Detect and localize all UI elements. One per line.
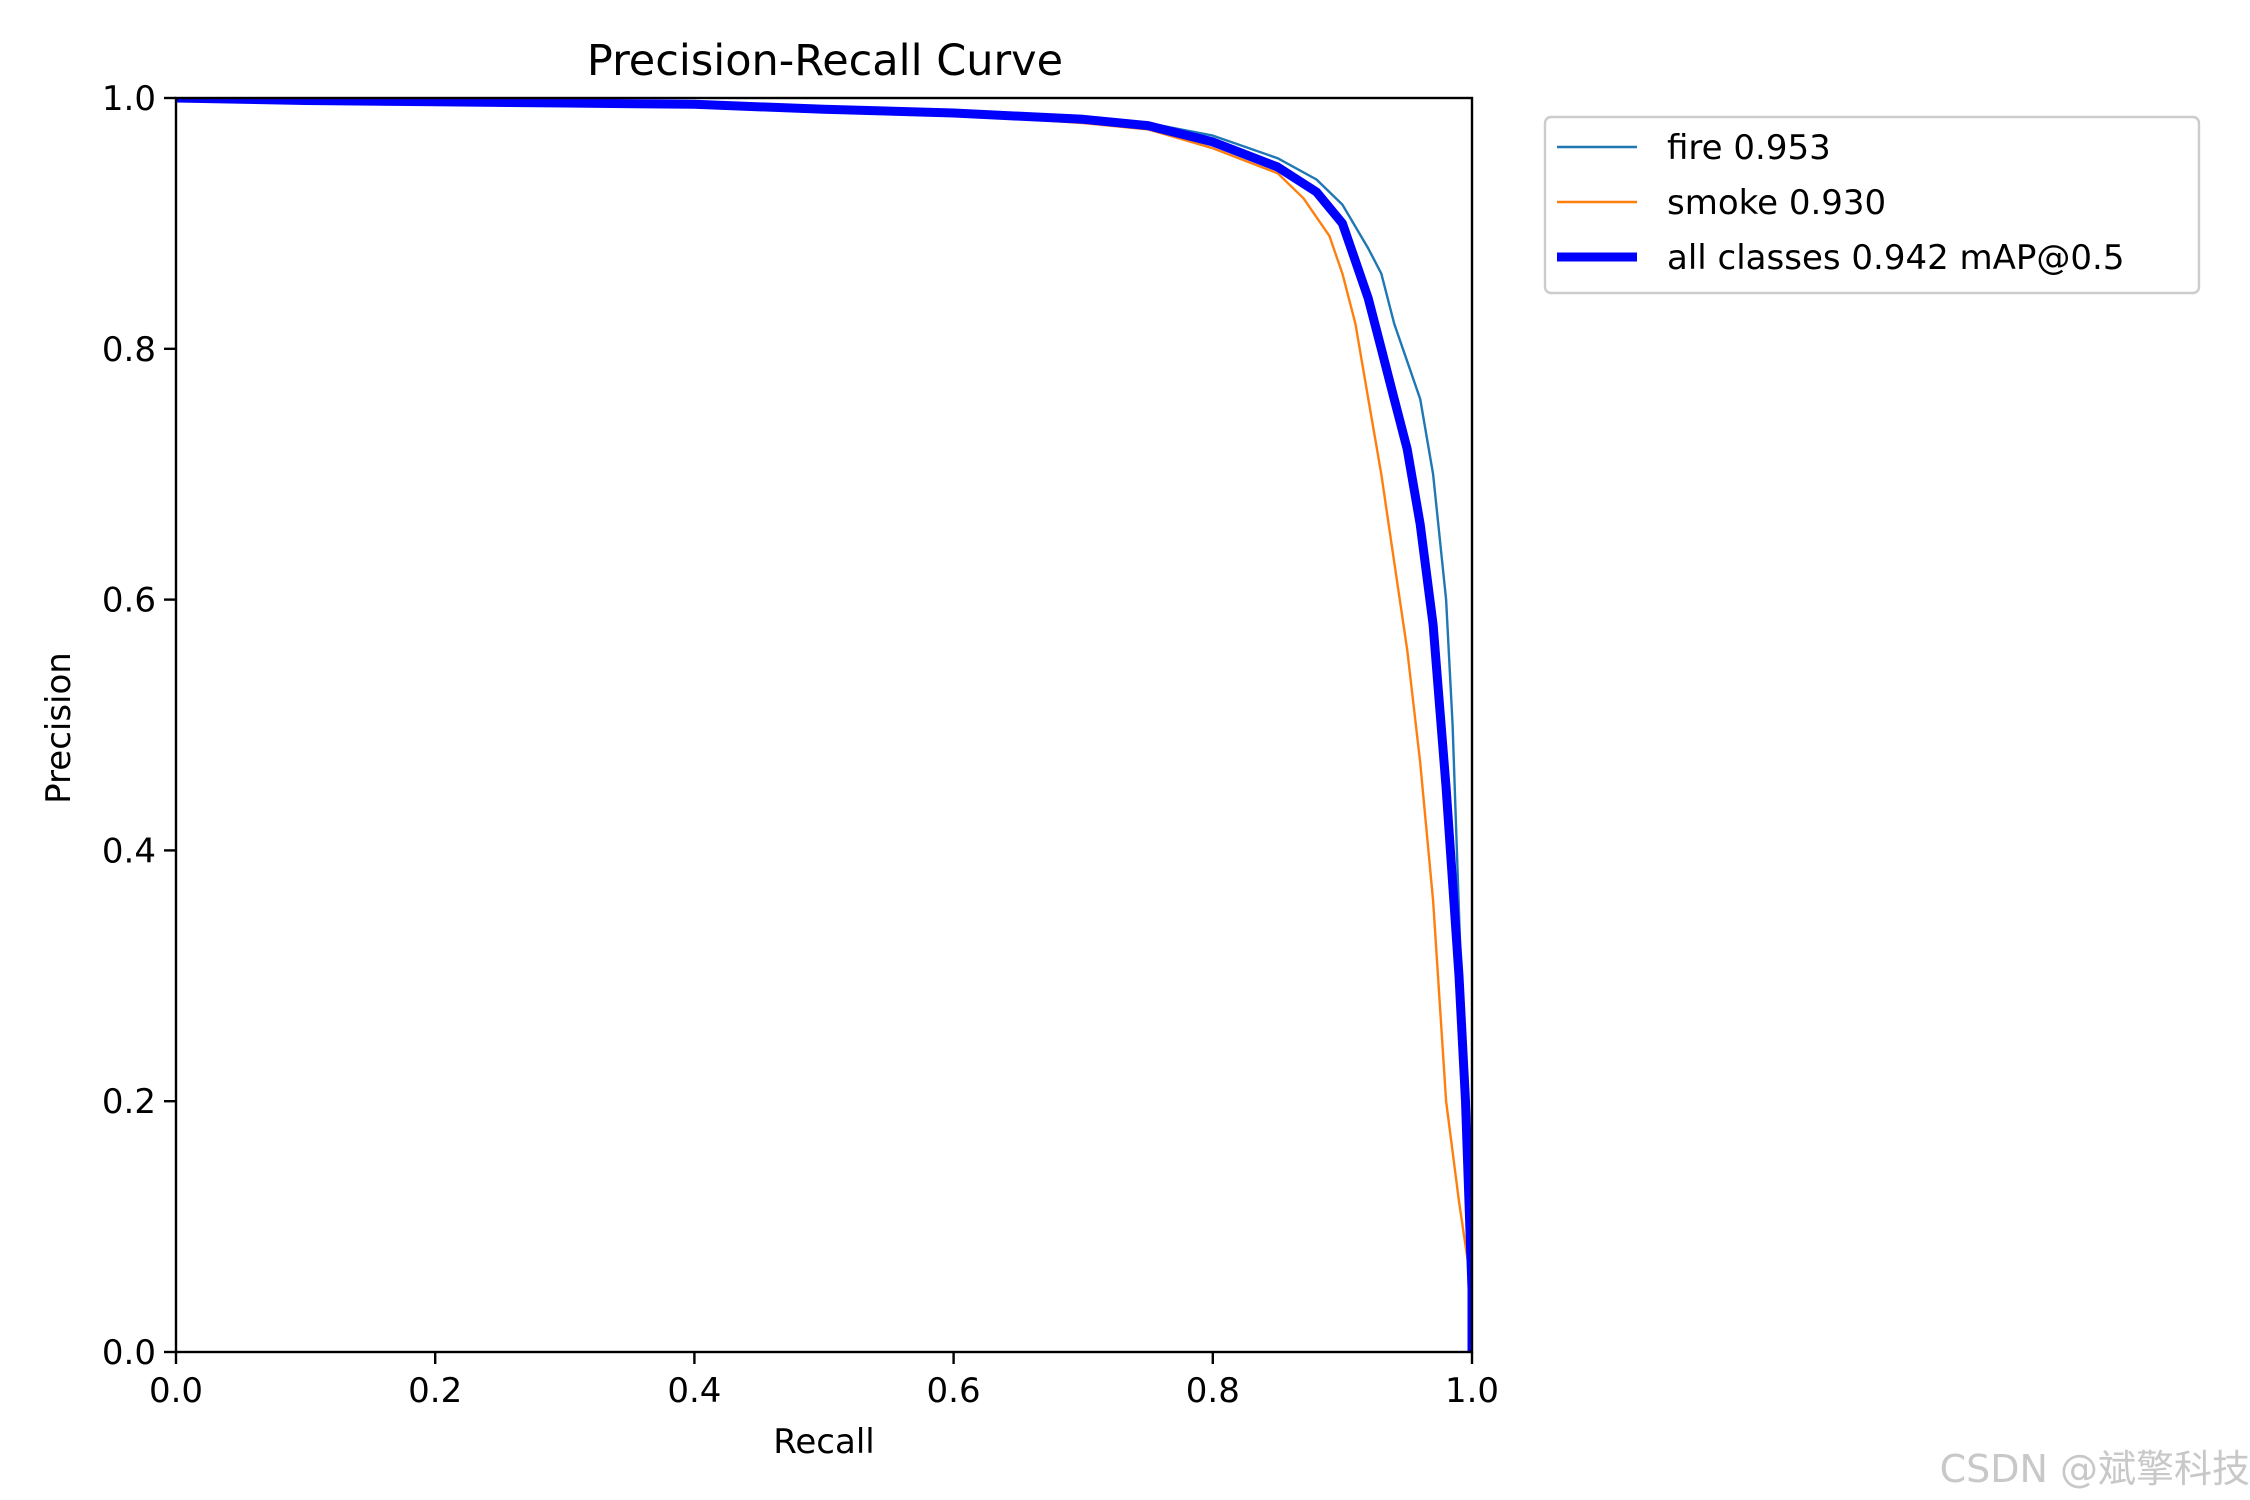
x-tick-label: 0.6 bbox=[927, 1371, 981, 1411]
x-tick-label: 0.4 bbox=[667, 1371, 721, 1411]
watermark: CSDN @斌擎科技 bbox=[1940, 1447, 2250, 1491]
legend-label: smoke 0.930 bbox=[1667, 183, 1886, 223]
series-layer bbox=[175, 97, 1473, 1352]
y-tick-label: 0.0 bbox=[102, 1333, 156, 1373]
axes-frame bbox=[174, 96, 1474, 1354]
y-tick-label: 1.0 bbox=[102, 79, 156, 119]
y-tick-label: 0.8 bbox=[102, 330, 156, 370]
x-tick-label: 0.8 bbox=[1186, 1371, 1240, 1411]
y-tick-label: 0.4 bbox=[102, 831, 156, 871]
series-line-all-classes bbox=[175, 97, 1473, 1352]
x-tick-label: 1.0 bbox=[1445, 1371, 1499, 1411]
plot-area bbox=[174, 96, 1474, 1354]
y-tick-label: 0.6 bbox=[102, 581, 156, 621]
legend-label: all classes 0.942 mAP@0.5 bbox=[1667, 238, 2124, 278]
x-tick-label: 0.0 bbox=[149, 1371, 203, 1411]
chart-title: Precision-Recall Curve bbox=[587, 36, 1063, 86]
x-axis: 0.0 0.2 0.4 0.6 0.8 1.0 bbox=[149, 1352, 1499, 1411]
x-axis-label: Recall bbox=[773, 1422, 874, 1462]
y-axis-label: Precision bbox=[39, 652, 79, 804]
legend-label: fire 0.953 bbox=[1667, 128, 1831, 168]
legend: fire 0.953 smoke 0.930 all classes 0.942 m… bbox=[1543, 115, 2201, 295]
legend-box bbox=[1543, 115, 2201, 295]
x-tick-label: 0.2 bbox=[408, 1371, 462, 1411]
y-tick-label: 0.2 bbox=[102, 1082, 156, 1122]
y-axis: 0.0 0.2 0.4 0.6 0.8 1.0 bbox=[102, 79, 176, 1373]
